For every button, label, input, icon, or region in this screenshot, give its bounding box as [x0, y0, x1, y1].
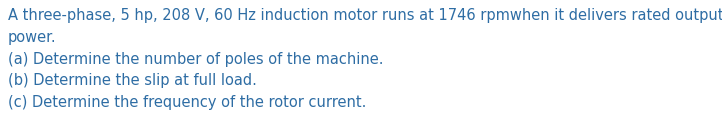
Text: (a) Determine the number of poles of the machine.: (a) Determine the number of poles of the… [8, 52, 383, 67]
Text: (c) Determine the frequency of the rotor current.: (c) Determine the frequency of the rotor… [8, 95, 366, 110]
Text: (b) Determine the slip at full load.: (b) Determine the slip at full load. [8, 73, 257, 88]
Text: power.: power. [8, 30, 56, 45]
Text: A three-phase, 5 hp, 208 V, 60 Hz induction motor runs at 1746 rpmwhen it delive: A three-phase, 5 hp, 208 V, 60 Hz induct… [8, 8, 722, 23]
